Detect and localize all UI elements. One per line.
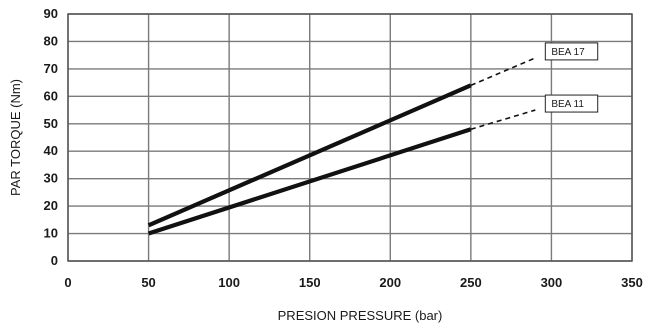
y-tick-label-40: 40	[44, 143, 58, 158]
x-tick-label-300: 300	[541, 275, 563, 290]
plot-frame	[67, 13, 633, 262]
series-extension-bea-17	[470, 57, 536, 87]
x-tick-label-350: 350	[621, 275, 643, 290]
series-line-bea-17	[147, 83, 472, 228]
y-tick-label-30: 30	[44, 171, 58, 186]
series-label-box-bea-17	[544, 42, 599, 61]
series-label-bea-11: BEA 11	[544, 94, 599, 113]
x-tick-label-150: 150	[299, 275, 321, 290]
series-label-text-bea-17: BEA 17	[551, 47, 585, 58]
y-tick-label-50: 50	[44, 116, 58, 131]
series-label-box-bea-11	[544, 94, 599, 113]
y-tick-label-90: 90	[44, 6, 58, 21]
series-label-text-bea-11: BEA 11	[551, 99, 584, 110]
tick-labels: 0 50 100 150 200 250 300 350 0 10 20 30 40 50 60 70 80 90	[44, 6, 643, 290]
series-extension-bea-11	[470, 109, 536, 131]
y-tick-label-20: 20	[44, 198, 58, 213]
series-layer: BEA 17 BEA 11	[147, 42, 599, 236]
x-tick-label-0: 0	[64, 275, 71, 290]
x-tick-label-200: 200	[379, 275, 401, 290]
y-tick-label-0: 0	[51, 253, 58, 268]
series-label-bea-17: BEA 17	[544, 42, 599, 61]
y-axis-title: PAR TORQUE (Nm)	[8, 79, 23, 196]
x-axis-title: PRESION PRESSURE (bar)	[278, 308, 443, 323]
series-line-bea-11	[147, 127, 472, 236]
x-tick-label-250: 250	[460, 275, 482, 290]
x-tick-label-100: 100	[218, 275, 240, 290]
y-tick-label-80: 80	[44, 33, 58, 48]
x-tick-label-50: 50	[141, 275, 155, 290]
y-tick-label-10: 10	[44, 226, 58, 241]
y-tick-label-70: 70	[44, 61, 58, 76]
y-tick-label-60: 60	[44, 88, 58, 103]
